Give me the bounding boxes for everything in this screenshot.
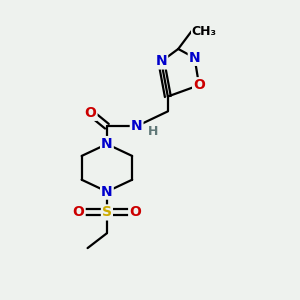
Text: N: N: [155, 54, 167, 68]
Text: O: O: [73, 206, 85, 219]
Text: O: O: [85, 106, 97, 120]
Text: N: N: [101, 184, 113, 199]
Text: N: N: [101, 137, 113, 151]
Text: N: N: [189, 51, 200, 65]
Text: S: S: [102, 206, 112, 219]
Text: O: O: [193, 78, 205, 92]
Text: CH₃: CH₃: [192, 25, 217, 38]
Text: N: N: [131, 119, 142, 133]
Text: O: O: [129, 206, 141, 219]
Text: H: H: [148, 125, 158, 138]
